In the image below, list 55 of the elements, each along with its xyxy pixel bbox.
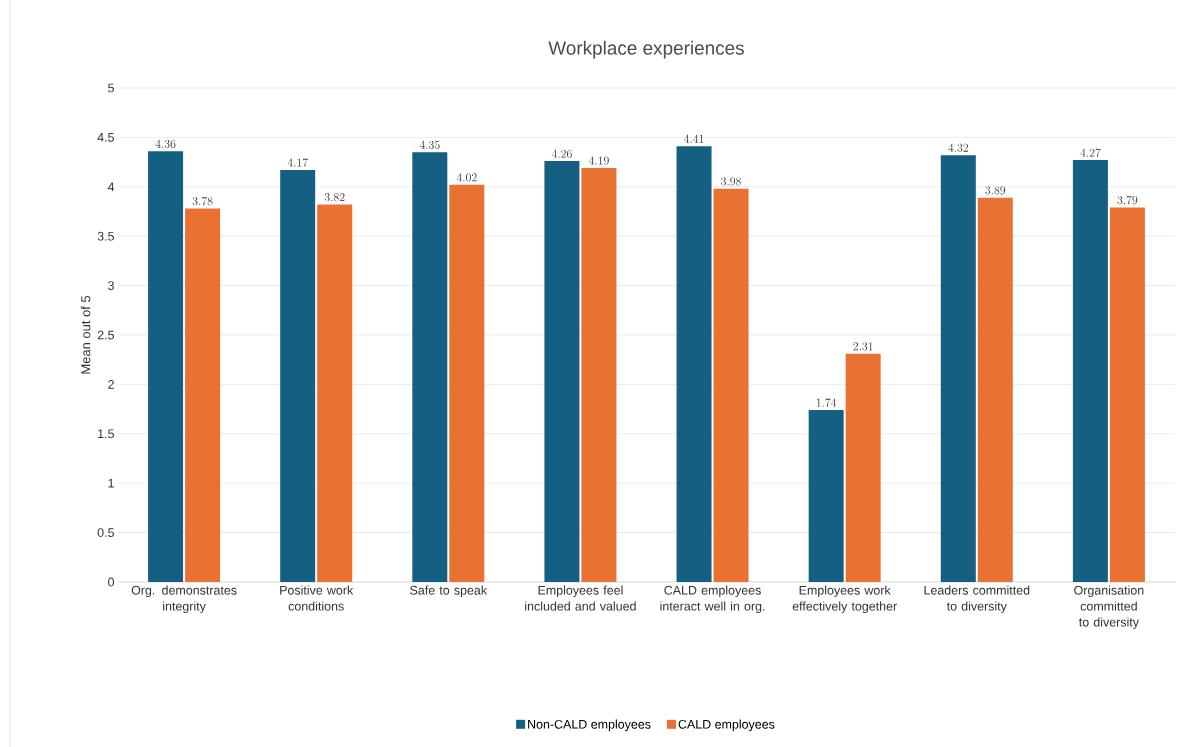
- data-label: 4.26: [551, 149, 572, 158]
- bar: [940, 155, 976, 582]
- bar: [581, 168, 617, 582]
- bar: [808, 410, 844, 582]
- bar: [317, 204, 353, 582]
- y-tick-label: 2.5: [97, 330, 114, 340]
- y-tick-label: 4: [107, 182, 115, 192]
- x-tick-label: Org. demonstrates integrity: [131, 585, 237, 614]
- chart-title: Workplace experiences: [548, 40, 744, 59]
- bar: [280, 169, 316, 582]
- data-label: 4.02: [456, 173, 477, 182]
- bar: [845, 353, 881, 582]
- data-label: 2.31: [853, 342, 873, 351]
- data-label: 4.27: [1080, 148, 1101, 157]
- data-label: 4. 17: [287, 158, 308, 167]
- legend-label: Non-CALD employees: [528, 719, 651, 732]
- legend-label: CALD employees: [678, 719, 775, 732]
- bar: [449, 184, 485, 582]
- data-label: 3.79: [1117, 195, 1138, 205]
- x-tick-label: Employees feel included and valued: [525, 585, 636, 611]
- x-tick-label: Employees work effectively together: [792, 585, 897, 614]
- bar: [676, 146, 712, 582]
- data-label: 3.82: [324, 193, 345, 202]
- x-tick-label: CALD employees interact well in org.: [660, 585, 765, 614]
- data-label: 4.35: [419, 140, 440, 149]
- data-label: 1 .74: [816, 398, 837, 407]
- x-tick-label: Organisation committed to diversity: [1074, 585, 1144, 629]
- y-tick-label: 0.5: [97, 528, 114, 537]
- bar: [185, 208, 221, 582]
- y-tick-label: 2: [108, 380, 114, 389]
- data-label: 4.32: [948, 143, 969, 152]
- data-label: 3.89: [985, 186, 1006, 195]
- bar: [713, 188, 749, 582]
- bar: [1072, 160, 1108, 582]
- y-tick-label: 1.5: [98, 429, 114, 439]
- y-tick-label: 3.5: [97, 231, 114, 241]
- x-tick-label: Leaders committed to diversity: [924, 585, 1030, 614]
- y-tick-label: 5: [108, 83, 114, 93]
- y-axis-title: Mean out of 5: [80, 295, 91, 374]
- x-tick-label: Positive work conditions: [280, 585, 354, 611]
- y-tick-label: 0: [108, 577, 114, 587]
- y-tick-label: 1: [108, 478, 114, 488]
- y-tick-label: 4.5: [97, 133, 114, 142]
- bar: [148, 151, 184, 582]
- data-label: 4.41: [683, 134, 704, 143]
- x-tick-label: Safe to speak: [410, 585, 488, 598]
- bar: [1109, 207, 1145, 582]
- data-label: 3.98: [721, 177, 741, 186]
- y-tick-label: 3: [108, 281, 114, 290]
- data-label: 4. 19: [588, 156, 609, 165]
- bar: [544, 161, 580, 582]
- data-label: 4.36: [155, 139, 176, 148]
- bar: [412, 152, 448, 582]
- data-label: 3.78: [192, 196, 213, 206]
- bar: [977, 197, 1013, 582]
